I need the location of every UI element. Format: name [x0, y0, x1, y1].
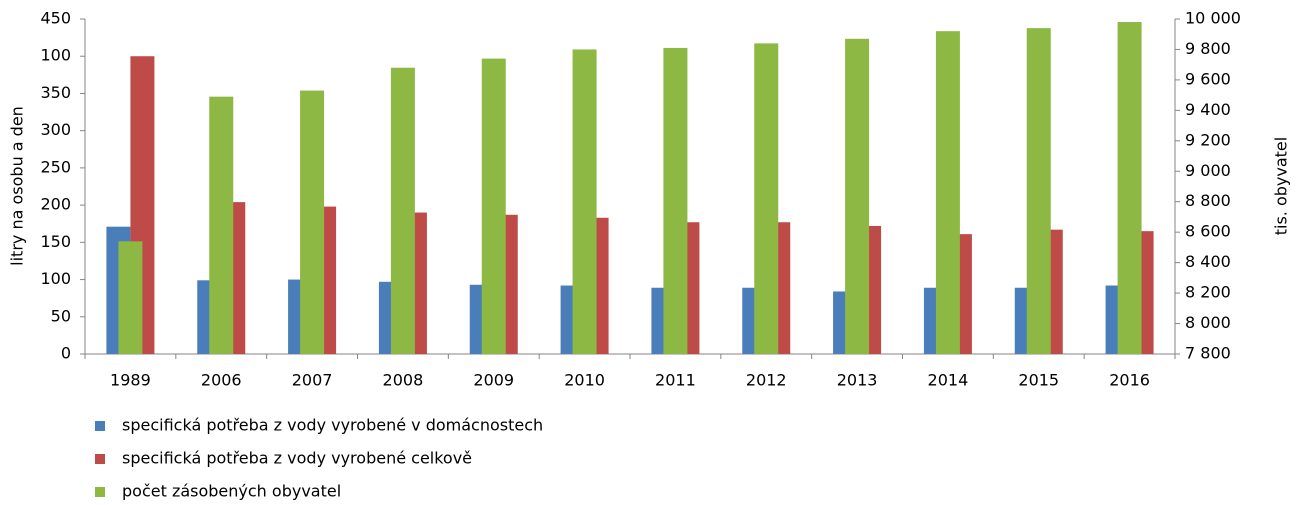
x-tick-label: 2006 [201, 371, 242, 390]
bar [663, 47, 688, 354]
y2-tick-label: 8 400 [1185, 252, 1231, 271]
y2-tick-label: 10 000 [1185, 9, 1241, 28]
x-tick-label: 2010 [564, 371, 605, 390]
y2-tick-label: 8 000 [1185, 313, 1231, 332]
y2-tick-label: 8 600 [1185, 222, 1231, 241]
x-tick-label: 2011 [655, 371, 696, 390]
bar [118, 241, 143, 354]
x-tick-label: 2009 [473, 371, 514, 390]
y2-axis-title: tis. obyvatel [1272, 137, 1291, 235]
x-tick-label: 2013 [837, 371, 878, 390]
bar [1117, 22, 1142, 355]
y2-tick-label: 8 800 [1185, 191, 1231, 210]
y2-tick-label: 8 200 [1185, 283, 1231, 302]
y-tick-label: 0 [61, 344, 71, 363]
bar [209, 96, 234, 354]
legend-label: specifická potřeba z vody vyrobené celko… [122, 449, 472, 468]
legend-label: specifická potřeba z vody vyrobené v dom… [122, 416, 543, 435]
y2-tick-label: 9 600 [1185, 69, 1231, 88]
y-tick-label: 450 [40, 9, 71, 28]
y-axis-title: litry na osobu a den [8, 106, 27, 266]
y-tick-label: 150 [40, 232, 71, 251]
y-tick-label: 350 [40, 83, 71, 102]
y2-tick-label: 9 200 [1185, 130, 1231, 149]
x-tick-label: 2016 [1109, 371, 1150, 390]
bar [572, 49, 597, 355]
y2-tick-label: 9 000 [1185, 161, 1231, 180]
bar [754, 43, 779, 354]
x-tick-label: 2015 [1018, 371, 1059, 390]
bar [1026, 28, 1051, 355]
y-tick-label: 200 [40, 195, 71, 214]
y2-tick-label: 7 800 [1185, 344, 1231, 363]
x-tick-label: 2012 [746, 371, 787, 390]
bar [390, 67, 415, 355]
x-tick-label: 2007 [292, 371, 333, 390]
bar [481, 58, 506, 354]
x-tick-label: 1989 [110, 371, 151, 390]
y-tick-label: 300 [40, 120, 71, 139]
y-tick-label: 100 [40, 269, 71, 288]
x-tick-label: 2014 [928, 371, 969, 390]
legend-swatch [95, 454, 105, 464]
y2-tick-label: 9 400 [1185, 100, 1231, 119]
y-tick-label: 50 [51, 306, 71, 325]
bar [935, 31, 960, 354]
y2-tick-label: 9 800 [1185, 39, 1231, 58]
x-tick-label: 2008 [383, 371, 424, 390]
legend-label: počet zásobených obyvatel [122, 482, 341, 501]
y-tick-label: 100 [40, 46, 71, 65]
y-tick-label: 250 [40, 157, 71, 176]
bar [300, 90, 325, 355]
legend-swatch [95, 487, 105, 497]
bar [845, 38, 870, 354]
legend-swatch [95, 421, 105, 431]
